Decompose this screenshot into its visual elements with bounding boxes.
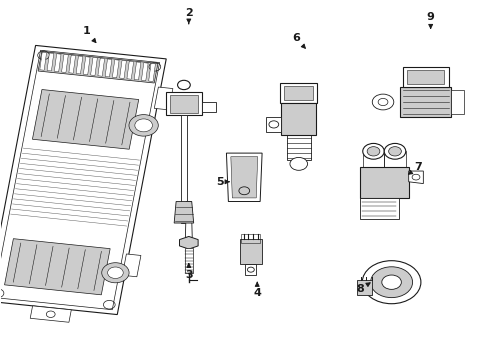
Polygon shape xyxy=(179,237,198,249)
Polygon shape xyxy=(62,54,68,72)
Polygon shape xyxy=(408,70,444,84)
Polygon shape xyxy=(185,202,192,237)
Circle shape xyxy=(382,275,401,289)
Polygon shape xyxy=(54,54,61,72)
Polygon shape xyxy=(76,56,83,74)
Polygon shape xyxy=(38,51,158,83)
Polygon shape xyxy=(451,90,464,114)
Circle shape xyxy=(370,267,413,298)
Polygon shape xyxy=(105,59,112,77)
Polygon shape xyxy=(400,87,451,117)
Polygon shape xyxy=(166,92,202,116)
Circle shape xyxy=(367,147,380,156)
Polygon shape xyxy=(134,62,141,80)
Circle shape xyxy=(372,94,394,110)
Text: 2: 2 xyxy=(185,8,193,24)
Circle shape xyxy=(135,119,152,132)
Polygon shape xyxy=(0,45,166,315)
Polygon shape xyxy=(148,63,155,81)
Polygon shape xyxy=(409,171,423,184)
Polygon shape xyxy=(202,102,216,112)
Circle shape xyxy=(108,267,123,279)
Circle shape xyxy=(290,157,308,170)
Polygon shape xyxy=(281,103,317,135)
Polygon shape xyxy=(98,58,104,76)
Polygon shape xyxy=(4,239,110,295)
Text: 7: 7 xyxy=(409,162,422,174)
Polygon shape xyxy=(231,157,258,198)
Polygon shape xyxy=(240,239,262,264)
Polygon shape xyxy=(30,306,72,322)
Circle shape xyxy=(384,143,406,159)
Text: 9: 9 xyxy=(427,12,435,28)
Circle shape xyxy=(177,80,190,90)
Polygon shape xyxy=(280,83,317,103)
Circle shape xyxy=(363,143,384,159)
Circle shape xyxy=(129,114,158,136)
Text: 1: 1 xyxy=(82,26,96,42)
Polygon shape xyxy=(357,280,372,295)
Polygon shape xyxy=(170,95,198,113)
Polygon shape xyxy=(174,202,194,223)
Text: 6: 6 xyxy=(293,33,305,48)
Polygon shape xyxy=(185,248,193,273)
Polygon shape xyxy=(47,53,54,71)
Polygon shape xyxy=(40,52,47,70)
Circle shape xyxy=(389,147,401,156)
Text: 4: 4 xyxy=(253,282,261,298)
Text: 8: 8 xyxy=(356,283,370,294)
Polygon shape xyxy=(360,198,399,220)
Circle shape xyxy=(102,263,129,283)
Polygon shape xyxy=(403,67,449,87)
Polygon shape xyxy=(267,117,281,132)
Polygon shape xyxy=(122,254,141,277)
Polygon shape xyxy=(360,167,409,198)
Polygon shape xyxy=(32,90,139,149)
Polygon shape xyxy=(120,60,126,78)
Circle shape xyxy=(362,261,421,304)
Polygon shape xyxy=(83,57,90,75)
Polygon shape xyxy=(112,60,119,78)
Polygon shape xyxy=(284,86,313,100)
Polygon shape xyxy=(226,153,262,202)
Polygon shape xyxy=(91,58,98,76)
Polygon shape xyxy=(245,264,256,275)
Polygon shape xyxy=(69,55,75,73)
Polygon shape xyxy=(127,61,134,79)
Polygon shape xyxy=(154,87,173,110)
Polygon shape xyxy=(181,116,187,223)
Text: 3: 3 xyxy=(185,264,193,280)
Text: 5: 5 xyxy=(216,177,229,187)
Polygon shape xyxy=(142,63,148,81)
